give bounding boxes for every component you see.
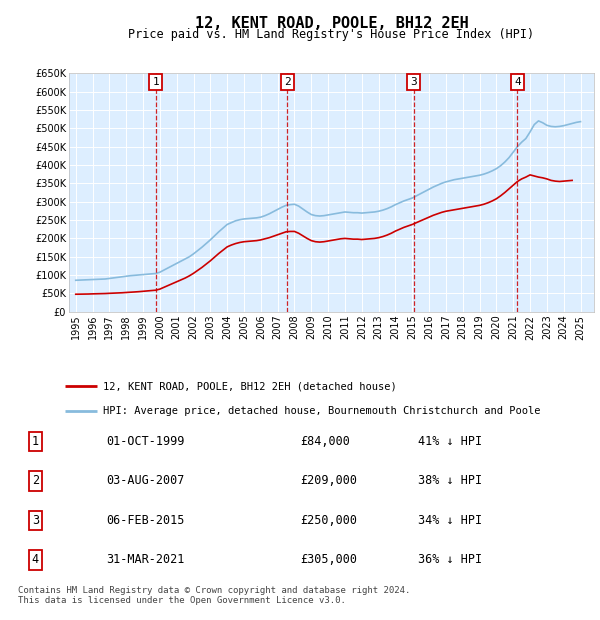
Text: 06-FEB-2015: 06-FEB-2015 <box>106 514 184 527</box>
Text: 03-AUG-2007: 03-AUG-2007 <box>106 474 184 487</box>
Text: 12, KENT ROAD, POOLE, BH12 2EH (detached house): 12, KENT ROAD, POOLE, BH12 2EH (detached… <box>103 381 397 391</box>
Text: 12, KENT ROAD, POOLE, BH12 2EH: 12, KENT ROAD, POOLE, BH12 2EH <box>194 16 469 30</box>
Text: 2: 2 <box>284 78 291 87</box>
Text: £305,000: £305,000 <box>300 554 357 567</box>
Text: 38% ↓ HPI: 38% ↓ HPI <box>418 474 482 487</box>
Text: 1: 1 <box>32 435 39 448</box>
Text: Price paid vs. HM Land Registry's House Price Index (HPI): Price paid vs. HM Land Registry's House … <box>128 28 535 41</box>
Text: £84,000: £84,000 <box>300 435 350 448</box>
Text: 2: 2 <box>32 474 39 487</box>
Text: 34% ↓ HPI: 34% ↓ HPI <box>418 514 482 527</box>
Text: £250,000: £250,000 <box>300 514 357 527</box>
Text: HPI: Average price, detached house, Bournemouth Christchurch and Poole: HPI: Average price, detached house, Bour… <box>103 407 540 417</box>
Text: 3: 3 <box>32 514 39 527</box>
Text: 4: 4 <box>514 78 521 87</box>
Text: 01-OCT-1999: 01-OCT-1999 <box>106 435 184 448</box>
Text: 36% ↓ HPI: 36% ↓ HPI <box>418 554 482 567</box>
Text: 4: 4 <box>32 554 39 567</box>
Text: 1: 1 <box>152 78 159 87</box>
Text: £209,000: £209,000 <box>300 474 357 487</box>
Text: Contains HM Land Registry data © Crown copyright and database right 2024.
This d: Contains HM Land Registry data © Crown c… <box>18 586 410 605</box>
Text: 41% ↓ HPI: 41% ↓ HPI <box>418 435 482 448</box>
Text: 3: 3 <box>410 78 417 87</box>
Text: 31-MAR-2021: 31-MAR-2021 <box>106 554 184 567</box>
